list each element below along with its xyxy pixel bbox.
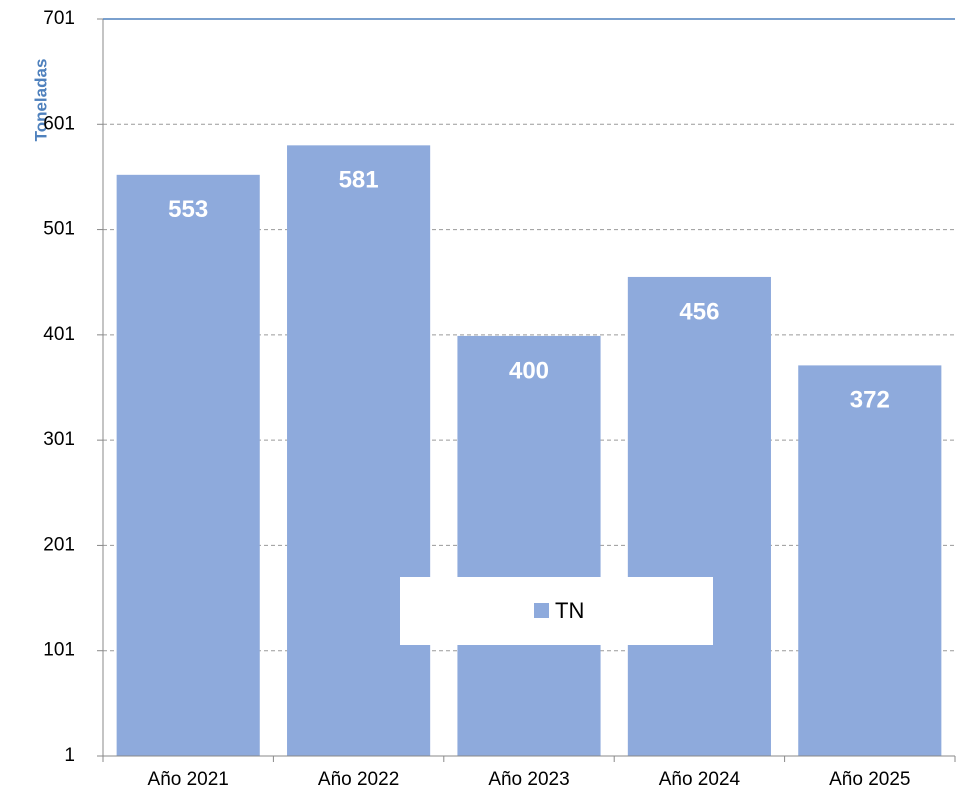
data-label: 581 bbox=[339, 167, 379, 194]
y-tick-label: 501 bbox=[43, 219, 75, 240]
x-tick-label: Año 2022 bbox=[318, 769, 399, 790]
bar bbox=[116, 174, 260, 756]
bar bbox=[457, 335, 601, 756]
bar bbox=[627, 276, 771, 756]
legend: TN bbox=[400, 577, 713, 645]
y-tick-label: 401 bbox=[43, 324, 75, 345]
legend-label: TN bbox=[555, 598, 584, 623]
data-label: 456 bbox=[679, 298, 719, 325]
legend-swatch bbox=[534, 603, 549, 618]
x-tick-label: Año 2025 bbox=[829, 769, 910, 790]
data-label: 553 bbox=[168, 196, 208, 223]
bar bbox=[798, 365, 942, 756]
y-tick-label: 301 bbox=[43, 429, 75, 450]
y-tick-label: 101 bbox=[43, 640, 75, 661]
y-axis-label: Toneladas bbox=[31, 59, 50, 142]
y-tick-label: 601 bbox=[43, 113, 75, 134]
x-tick-label: Año 2021 bbox=[148, 769, 229, 790]
data-label: 372 bbox=[850, 387, 890, 414]
x-tick-label: Año 2024 bbox=[659, 769, 741, 790]
y-tick-label: 1 bbox=[64, 745, 75, 766]
y-tick-label: 701 bbox=[43, 8, 75, 29]
legend-box bbox=[400, 577, 713, 645]
y-tick-label: 201 bbox=[43, 534, 75, 555]
bar bbox=[287, 145, 431, 757]
data-label: 400 bbox=[509, 357, 549, 384]
x-tick-label: Año 2023 bbox=[488, 769, 569, 790]
